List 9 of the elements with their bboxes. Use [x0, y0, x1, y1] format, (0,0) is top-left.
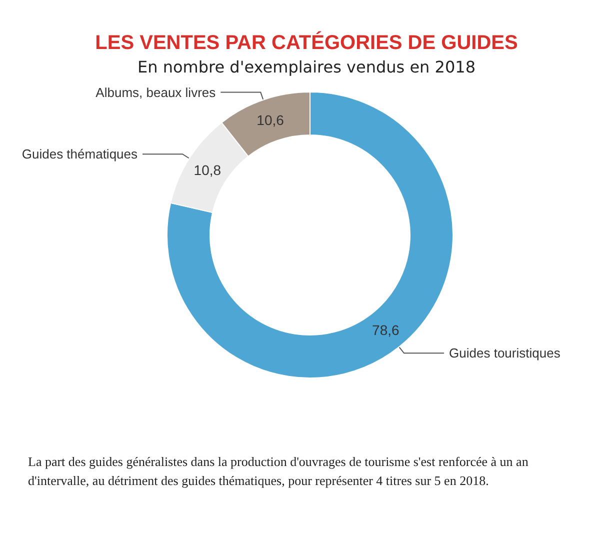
- chart-title: LES VENTES PAR CATÉGORIES DE GUIDES: [95, 31, 518, 54]
- data-label: 10,8: [194, 162, 222, 178]
- data-label: 10,6: [256, 112, 284, 128]
- slice-label: Albums, beaux livres: [96, 84, 216, 100]
- chart-subtitle: En nombre d'exemplaires vendus en 2018: [138, 58, 476, 76]
- data-label: 78,6: [372, 322, 400, 338]
- text: La part des guides généralistes dans la production d'ouvrages de tourisme s'est renforcée à un an d'intervalle, au détriment des guides thématiques, pour représenter 4 titres sur 5 en 2018.: [28, 454, 532, 488]
- slice-label: Guides touristiques: [449, 346, 561, 361]
- slice-label: Guides thématiques: [22, 146, 138, 162]
